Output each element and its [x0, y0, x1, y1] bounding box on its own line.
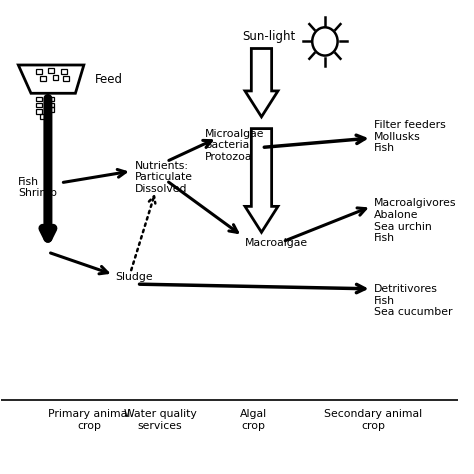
Bar: [36, 97, 42, 101]
Bar: [36, 103, 42, 108]
Bar: [48, 97, 54, 101]
Bar: [36, 69, 42, 74]
Bar: [40, 114, 46, 118]
Text: Filter feeders
Mollusks
Fish: Filter feeders Mollusks Fish: [374, 120, 445, 153]
Text: Fish
Shrimp: Fish Shrimp: [18, 177, 57, 198]
Text: Water quality
services: Water quality services: [124, 409, 196, 430]
Bar: [48, 103, 54, 108]
Polygon shape: [245, 128, 278, 232]
Bar: [48, 108, 54, 112]
Text: Algal
crop: Algal crop: [239, 409, 266, 430]
Bar: [40, 76, 46, 81]
Text: Primary animal
crop: Primary animal crop: [48, 409, 130, 430]
Text: Nutrients:
Particulate
Dissolved: Nutrients: Particulate Dissolved: [135, 161, 192, 194]
Text: Macroalgae: Macroalgae: [245, 238, 308, 248]
Text: Macroalgivores
Abalone
Sea urchin
Fish: Macroalgivores Abalone Sea urchin Fish: [374, 198, 456, 243]
Polygon shape: [245, 48, 278, 117]
Text: Sun-light: Sun-light: [243, 30, 296, 43]
Text: Microalgae
Bacteria
Protozoa: Microalgae Bacteria Protozoa: [204, 128, 264, 162]
Bar: [63, 76, 69, 81]
Text: Feed: Feed: [94, 73, 122, 86]
Bar: [53, 75, 58, 80]
Text: Detritivores
Fish
Sea cucumber: Detritivores Fish Sea cucumber: [374, 284, 452, 317]
Bar: [61, 69, 67, 74]
Bar: [48, 68, 54, 73]
Bar: [36, 109, 42, 114]
Text: Secondary animal
crop: Secondary animal crop: [325, 409, 423, 430]
Text: Sludge: Sludge: [116, 272, 153, 282]
